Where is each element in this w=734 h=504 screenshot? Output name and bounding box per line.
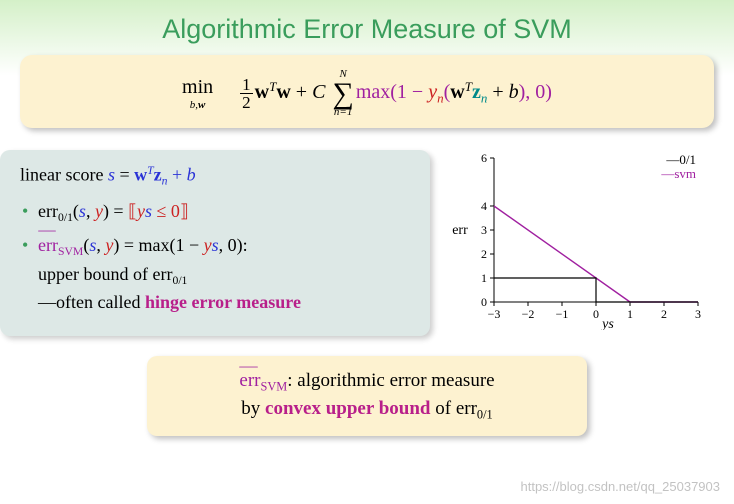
summary-box: errSVM: algorithmic error measure by con…	[147, 356, 587, 435]
svg-text:1: 1	[627, 307, 633, 321]
svg-text:−1: −1	[556, 307, 569, 321]
linear-score-line: linear score s = wTzn + b	[20, 164, 414, 188]
svg-text:−2: −2	[522, 307, 535, 321]
svg-text:6: 6	[481, 151, 487, 165]
convex-ub: convex upper bound	[265, 398, 430, 419]
w-vec: w	[255, 81, 269, 103]
err01-sub: 0/1	[477, 407, 493, 421]
svg-text:−3: −3	[488, 307, 501, 321]
C-const: C	[312, 81, 325, 103]
svg-text:3: 3	[481, 223, 487, 237]
svg-text:0: 0	[593, 307, 599, 321]
svg-text:2: 2	[661, 307, 667, 321]
svg-text:1: 1	[481, 271, 487, 285]
svg-text:3: 3	[695, 307, 701, 321]
by-text: by	[241, 398, 265, 419]
svg-text:0: 0	[481, 295, 487, 309]
err01: err	[456, 398, 477, 419]
chart-svg: −3 −2 −1 0 1 2 3 0 1 2 3 4 6 ys err —0/1—svm	[448, 150, 708, 330]
svg-text:—svm: —svm	[660, 166, 696, 181]
svg-text:err: err	[452, 223, 468, 238]
summary-line1: : algorithmic error measure	[287, 370, 494, 391]
of-text: of	[430, 398, 455, 419]
err-svm-item: errSVM(s, y) = max(1 − ys, 0): upper bou…	[38, 232, 414, 316]
svg-text:ys: ys	[600, 317, 614, 330]
summation: N ∑ n=1	[332, 69, 353, 118]
one-half: 1 2	[240, 76, 253, 111]
watermark: https://blog.csdn.net/qq_25037903	[521, 479, 721, 494]
max-term: max(1 − yn(wTzn + b), 0)	[356, 81, 552, 103]
svg-text:—0/1: —0/1	[665, 152, 696, 167]
svg-text:2: 2	[481, 247, 487, 261]
err-svm-hat: err	[239, 368, 260, 395]
svm-sub: SVM	[260, 380, 287, 394]
err-01-item: err0/1(s, y) = ⟦ys ≤ 0⟧	[38, 198, 414, 227]
min-operator: min b,w	[182, 76, 213, 111]
objective-formula-box: min b,w 1 2 wTw + C N ∑ n=1 max(1 − yn(w…	[20, 55, 714, 128]
svg-text:4: 4	[481, 199, 487, 213]
error-chart: −3 −2 −1 0 1 2 3 0 1 2 3 4 6 ys err —0/1—svm	[448, 150, 722, 330]
definitions-panel: linear score s = wTzn + b err0/1(s, y) =…	[0, 150, 430, 336]
w-vec-2: w	[276, 81, 290, 103]
plus: +	[291, 81, 312, 103]
slide-title: Algorithmic Error Measure of SVM	[0, 0, 734, 45]
